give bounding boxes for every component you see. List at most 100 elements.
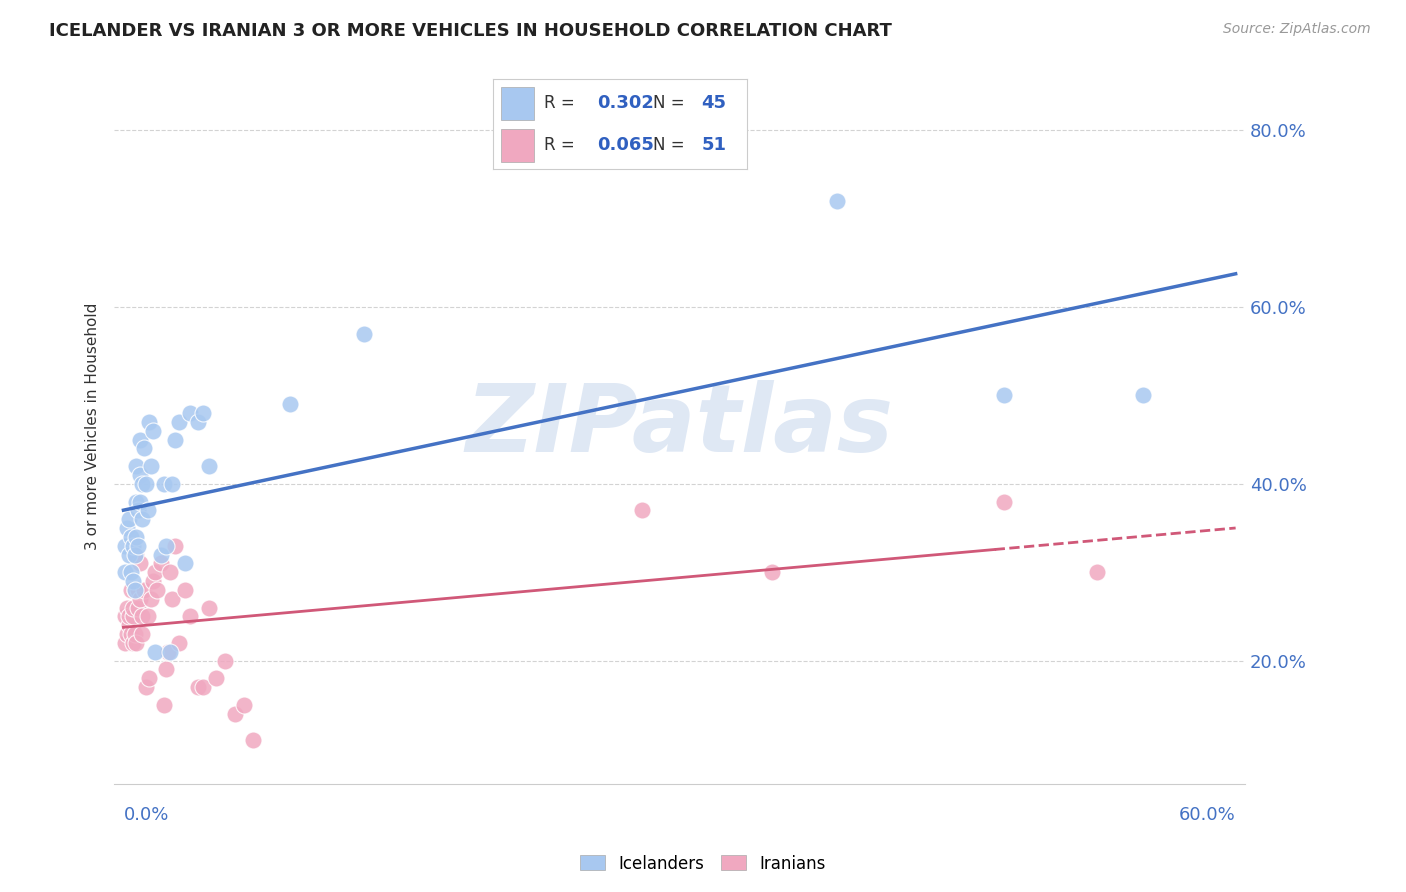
Point [993,494,1015,508]
Point [160,591,183,606]
Point [120,627,142,641]
Point [141,459,163,474]
Point [205,671,228,685]
Point [129,433,152,447]
Point [132,442,155,456]
Point [121,539,143,553]
Point [1085,565,1108,579]
Point [156,645,179,659]
Point [761,565,783,579]
Point [120,582,142,597]
Legend: Icelanders, Iranians: Icelanders, Iranians [574,848,832,880]
Point [120,530,142,544]
Point [159,645,181,659]
Point [179,406,201,420]
Text: Source: ZipAtlas.com: Source: ZipAtlas.com [1223,22,1371,37]
Point [214,654,236,668]
Point [173,557,195,571]
Point [118,618,141,632]
Point [118,548,141,562]
Point [143,645,166,659]
Point [121,636,143,650]
Point [631,503,654,517]
Point [124,627,146,641]
Point [129,468,152,483]
Point [187,680,209,694]
Text: ZIPatlas: ZIPatlas [465,380,894,473]
Text: 60.0%: 60.0% [1178,806,1236,824]
Point [146,582,169,597]
Point [121,609,143,624]
Point [138,415,160,429]
Point [197,600,219,615]
Point [136,609,159,624]
Point [118,512,141,526]
Point [141,591,163,606]
Point [167,415,190,429]
Point [159,565,181,579]
Point [124,548,146,562]
Point [125,548,148,562]
Point [142,574,165,588]
Point [278,397,301,411]
Point [135,680,157,694]
Point [136,503,159,517]
Point [114,565,136,579]
Point [143,565,166,579]
Point [825,194,848,208]
Point [138,671,160,685]
Point [120,565,142,579]
Point [127,539,149,553]
Point [115,600,138,615]
Point [125,530,148,544]
Point [125,636,148,650]
Point [197,459,219,474]
Point [149,548,172,562]
Point [993,388,1015,402]
Point [115,521,138,535]
Point [125,494,148,508]
Point [191,680,214,694]
Point [1132,388,1154,402]
Point [121,600,143,615]
Point [353,326,375,341]
Point [124,582,146,597]
Text: ICELANDER VS IRANIAN 3 OR MORE VEHICLES IN HOUSEHOLD CORRELATION CHART: ICELANDER VS IRANIAN 3 OR MORE VEHICLES … [49,22,891,40]
Point [124,582,146,597]
Point [153,476,176,491]
Point [167,636,190,650]
Point [179,609,201,624]
Point [165,539,187,553]
Point [127,503,149,517]
Point [155,662,177,676]
Point [118,609,141,624]
Point [153,698,176,712]
Point [132,582,155,597]
Point [114,636,136,650]
Point [224,706,246,721]
Point [173,582,195,597]
Point [131,627,153,641]
Point [142,424,165,438]
Point [242,733,264,747]
Y-axis label: 3 or more Vehicles in Household: 3 or more Vehicles in Household [86,302,100,550]
Point [127,582,149,597]
Point [114,609,136,624]
Text: 0.0%: 0.0% [124,806,169,824]
Point [129,494,152,508]
Point [114,539,136,553]
Point [115,627,138,641]
Point [149,557,172,571]
Point [121,574,143,588]
Point [129,557,152,571]
Point [155,539,177,553]
Point [160,476,183,491]
Point [125,459,148,474]
Point [129,591,152,606]
Point [131,609,153,624]
Point [135,476,157,491]
Point [165,433,187,447]
Point [187,415,209,429]
Point [131,476,153,491]
Point [127,600,149,615]
